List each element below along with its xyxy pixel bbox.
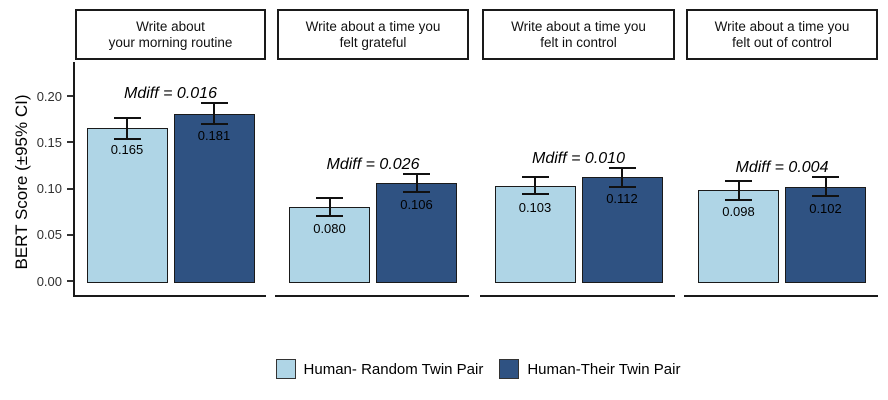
legend-label: Human- Random Twin Pair (303, 360, 484, 378)
error-bar-cap-top (608, 167, 636, 170)
facet-strip-title-line: Write about a time you (511, 18, 646, 34)
error-bar (534, 177, 536, 195)
error-bar-cap-top (113, 117, 141, 120)
mdiff-label: Mdiff = 0.010 (532, 150, 625, 168)
bar-their-twin-pair (581, 177, 663, 283)
bar-their-twin-pair (376, 182, 457, 283)
x-axis-line (73, 295, 266, 297)
facet-strip-title-line: your morning routine (108, 34, 233, 50)
error-bar (126, 118, 128, 139)
error-bar-cap-top (200, 102, 228, 105)
facet-strip-title-line: Write about a time you (305, 18, 441, 34)
x-axis-line (684, 295, 878, 297)
bar-value-label: 0.165 (110, 142, 144, 158)
y-tick-label: 0.05 (36, 227, 62, 243)
facet-strip-title-line: Write about (136, 18, 205, 34)
facet-strip-title-line: felt grateful (339, 34, 407, 50)
bar-value-label: 0.080 (313, 221, 346, 236)
y-tick-label: 0.10 (36, 181, 62, 196)
legend-item: Human-Their Twin Pair (499, 359, 680, 379)
error-bar-cap-bottom (521, 193, 549, 196)
facet-strip: Write about a time you felt out of contro… (686, 9, 878, 60)
x-axis-line (480, 295, 675, 297)
facet-strip: Write about your morning routine (75, 9, 266, 60)
bar-value-label: 0.103 (518, 199, 552, 215)
facet-strip-title-line: felt out of control (732, 34, 832, 50)
error-bar-cap-top (403, 172, 430, 175)
error-bar (213, 103, 215, 124)
error-bar-cap-top (812, 176, 839, 179)
legend-item: Human- Random Twin Pair (275, 359, 484, 379)
bar-value-label: 0.106 (400, 196, 433, 212)
error-bar (415, 173, 418, 193)
bar-random-twin-pair (698, 190, 779, 283)
y-tick (67, 95, 73, 97)
error-bar-cap-bottom (725, 198, 752, 201)
y-tick (67, 141, 73, 144)
y-tick (67, 280, 73, 282)
bar-value-label: 0.102 (809, 200, 842, 216)
facet-strip-title-line: Write about a time you (714, 18, 850, 34)
bar-random-twin-pair (86, 128, 168, 283)
legend-swatch (499, 359, 520, 379)
y-tick-label: 0.20 (36, 88, 62, 104)
mdiff-label: Mdiff = 0.004 (735, 159, 829, 177)
legend-swatch (275, 359, 296, 379)
error-bar-cap-bottom (200, 122, 228, 125)
bar-value-label: 0.181 (197, 127, 231, 143)
error-bar (737, 181, 740, 200)
error-bar-cap-top (725, 180, 752, 183)
facet-strip-title-line: felt in control (540, 34, 617, 50)
error-bar-cap-bottom (113, 137, 141, 140)
error-bar (824, 177, 827, 196)
legend: Human- Random Twin Pair Human-Their Twin … (75, 356, 881, 382)
mdiff-label: Mdiff = 0.016 (124, 85, 217, 103)
error-bar (328, 197, 331, 217)
y-tick-label: 0.15 (36, 134, 62, 150)
x-axis-line (275, 295, 469, 297)
error-bar-cap-top (316, 196, 343, 199)
error-bar-cap-bottom (316, 215, 343, 218)
bar-random-twin-pair (494, 185, 576, 283)
bar-random-twin-pair (289, 207, 370, 283)
y-tick-label: 0.00 (36, 273, 62, 289)
error-bar-cap-bottom (608, 185, 636, 188)
bar-value-label: 0.098 (722, 204, 755, 220)
y-axis-line (73, 62, 75, 297)
error-bar (621, 168, 623, 187)
error-bar-cap-bottom (812, 194, 839, 197)
mdiff-label: Mdiff = 0.026 (326, 155, 420, 173)
y-tick (67, 187, 73, 190)
facet-strip: Write about a time you felt grateful (277, 9, 469, 60)
error-bar-cap-bottom (403, 191, 430, 194)
facet-strip: Write about a time you felt in control (482, 9, 675, 60)
legend-label: Human-Their Twin Pair (527, 360, 681, 378)
bar-value-label: 0.112 (606, 191, 638, 207)
error-bar-cap-top (521, 176, 549, 179)
y-tick (67, 233, 73, 236)
bar-their-twin-pair (173, 113, 255, 283)
